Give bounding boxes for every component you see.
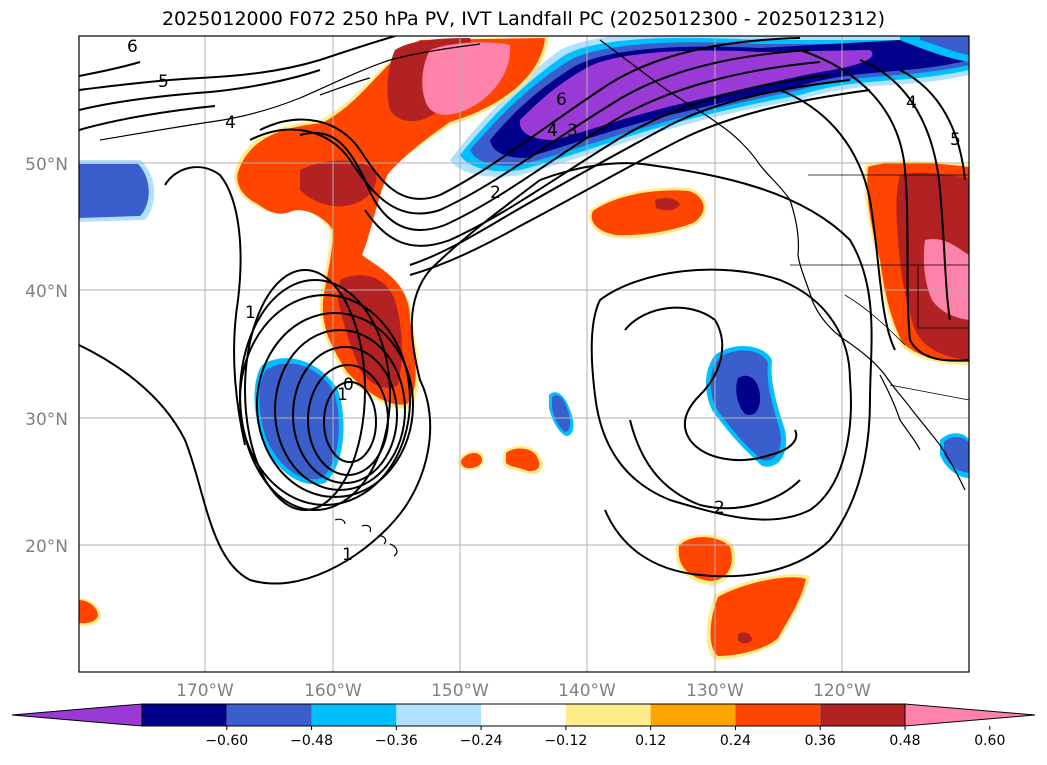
colorbar-segment — [735, 704, 821, 726]
colorbar-tick-label: −0.12 — [544, 733, 587, 749]
contour-label: 2 — [490, 183, 501, 203]
negative-anomaly-region — [79, 164, 149, 218]
lon-label: 130°W — [686, 681, 744, 701]
pv-contours — [79, 36, 969, 585]
gridlines — [79, 36, 969, 672]
colorbar-segment — [142, 704, 227, 726]
coastlines — [99, 39, 969, 557]
colorbar-segment — [396, 704, 482, 726]
contour-label: 5 — [158, 72, 169, 92]
lon-label: 170°W — [176, 681, 234, 701]
lon-label: 150°W — [431, 681, 489, 701]
colorbar-segment — [481, 704, 566, 726]
positive-anomaly-region — [79, 600, 98, 624]
contour-label: 4 — [225, 113, 236, 133]
lon-label: 140°W — [558, 681, 616, 701]
colorbar-tick-label: 0.60 — [974, 733, 1005, 749]
colorbar: −0.60 −0.48 −0.36 −0.24 −0.12 0.12 0.24 0.36 0.4… — [11, 703, 1036, 749]
colorbar-segment — [650, 704, 736, 726]
colorbar-tick-label: 0.24 — [720, 733, 751, 749]
colorbar-tick-label: −0.36 — [375, 733, 418, 749]
negative-anomaly-region — [552, 395, 571, 432]
contour-label: 4 — [906, 93, 917, 113]
contour-label: 4 — [547, 121, 558, 141]
colorbar-tick-label: −0.48 — [290, 733, 333, 749]
colorbar-tick-label: 0.12 — [635, 733, 666, 749]
contour-label: 1 — [337, 385, 348, 405]
positive-anomaly-region — [678, 537, 732, 581]
contour-label: 5 — [950, 130, 961, 150]
negative-anomaly-region — [944, 436, 969, 473]
negative-anomaly-region — [519, 50, 873, 140]
colorbar-segment — [311, 704, 397, 726]
positive-anomaly-region — [710, 577, 806, 656]
contour-label: 1 — [245, 303, 256, 323]
lon-label: 120°W — [813, 681, 871, 701]
contour-label: 2 — [714, 498, 725, 518]
contour-label: 6 — [556, 90, 567, 110]
negative-anomaly-region — [736, 375, 761, 416]
colorbar-tick-label: 0.36 — [805, 733, 836, 749]
lat-label: 30°N — [25, 410, 68, 430]
contour-labels: 6 5 4 1 6 4 3 2 1 0 1 2 4 5 — [127, 37, 961, 565]
lat-label: 20°N — [25, 537, 68, 557]
negative-anomaly-region — [920, 36, 969, 55]
map-frame — [78, 35, 970, 673]
positive-anomaly-region — [655, 197, 680, 211]
colorbar-segment — [820, 704, 905, 726]
contour-label: 3 — [567, 121, 578, 141]
negative-anomaly-region — [259, 363, 339, 480]
colorbar-tick-label: −0.60 — [205, 733, 248, 749]
colorbar-segment — [565, 704, 651, 726]
lat-label: 40°N — [25, 282, 68, 302]
positive-anomaly-region — [422, 42, 511, 115]
contour-label: 0 — [343, 375, 354, 395]
map-title: 2025012000 F072 250 hPa PV, IVT Landfall… — [161, 8, 886, 30]
positive-anomaly-region — [738, 632, 752, 644]
colorbar-extend-low — [11, 703, 143, 727]
colorbar-extend-high — [904, 703, 1036, 727]
positive-anomaly-region — [461, 453, 482, 469]
colorbar-tick-label: −0.24 — [460, 733, 503, 749]
colorbar-outline — [141, 703, 906, 727]
lon-label: 160°W — [304, 681, 362, 701]
contour-label: 1 — [342, 545, 353, 565]
lat-label: 50°N — [25, 155, 68, 175]
contour-label: 6 — [127, 37, 138, 57]
colorbar-tick-label: 0.48 — [889, 733, 920, 749]
positive-anomaly-region — [506, 448, 540, 472]
positive-anomaly-region — [237, 38, 545, 405]
colorbar-segment — [226, 704, 312, 726]
